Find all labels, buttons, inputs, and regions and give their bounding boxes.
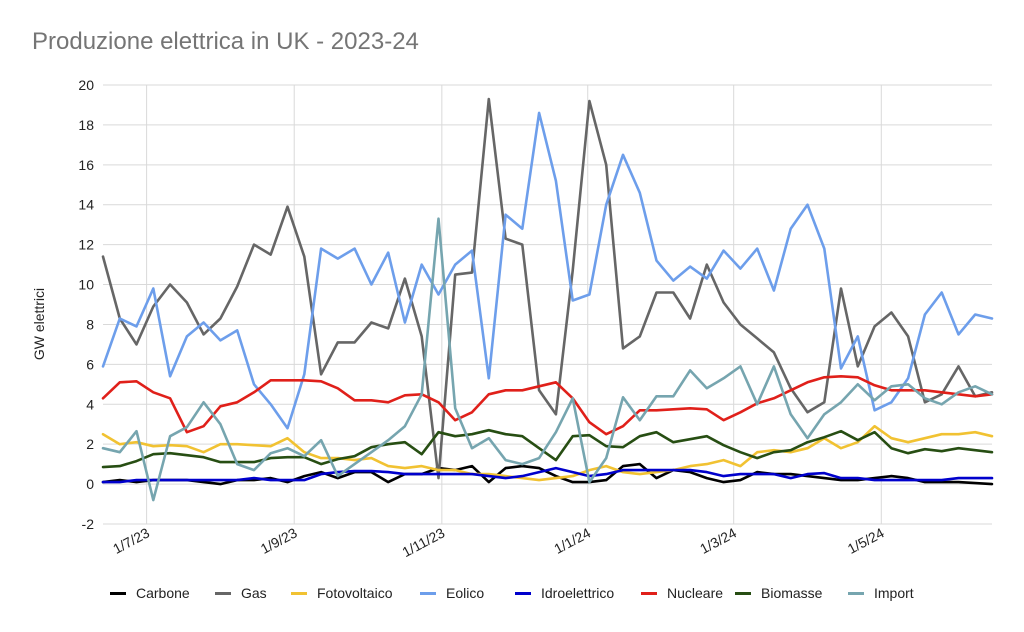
- legend-item-import: Import: [848, 582, 914, 604]
- legend-swatch: [420, 591, 436, 595]
- series-lines: [101, 97, 994, 502]
- x-tick-labels: 1/7/23 1/9/23 1/11/23 1/1/24 1/3/24 1/5/24: [110, 524, 887, 560]
- x-tick-label: 1/11/23: [399, 524, 447, 560]
- legend-swatch: [515, 591, 531, 595]
- series-line-eolico: [101, 111, 994, 430]
- legend-swatch: [641, 591, 657, 595]
- y-tick-label: 8: [86, 316, 94, 332]
- legend-swatch: [110, 591, 126, 595]
- legend-label: Fotovoltaico: [317, 585, 393, 601]
- legend-swatch: [735, 591, 751, 595]
- y-tick-label: -2: [82, 516, 95, 532]
- y-axis-label: GW elettrici: [31, 288, 47, 360]
- legend-item-nucleare: Nucleare: [641, 582, 723, 604]
- legend-item-eolico: Eolico: [420, 582, 484, 604]
- y-tick-label: 16: [78, 157, 94, 173]
- series-line-import: [101, 217, 994, 502]
- series-line-idroelettrico: [101, 466, 994, 484]
- y-tick-label: 14: [78, 197, 94, 213]
- legend-swatch: [291, 591, 307, 595]
- series-line-nucleare: [101, 374, 994, 436]
- y-tick-label: 12: [78, 237, 94, 253]
- legend-item-gas: Gas: [215, 582, 267, 604]
- legend-item-idroelettrico: Idroelettrico: [515, 582, 614, 604]
- legend-label: Idroelettrico: [541, 585, 615, 601]
- legend-label: Nucleare: [667, 585, 724, 601]
- legend-label: Carbone: [136, 585, 190, 601]
- y-tick-labels: -2 0 2 4 6 8 10 12 14 16 18 20: [78, 77, 94, 532]
- legend-swatch: [848, 591, 864, 595]
- legend-item-biomasse: Biomasse: [735, 582, 822, 604]
- x-tick-label: 1/9/23: [258, 524, 300, 557]
- legend-label: Import: [874, 585, 914, 601]
- y-tick-label: 2: [86, 436, 94, 452]
- legend-item-fotovoltaico: Fotovoltaico: [291, 582, 392, 604]
- x-tick-label: 1/7/23: [110, 524, 152, 557]
- y-tick-label: 20: [78, 77, 94, 93]
- series-line-biomasse: [101, 428, 994, 469]
- y-tick-label: 6: [86, 356, 94, 372]
- y-tick-label: 18: [78, 117, 94, 133]
- x-tick-label: 1/5/24: [845, 524, 887, 557]
- x-tick-label: 1/1/24: [551, 524, 593, 557]
- series-line-fotovoltaico: [101, 424, 994, 482]
- x-tick-label: 1/3/24: [697, 524, 739, 557]
- chart-title: Produzione elettrica in UK - 2023-24: [32, 28, 419, 55]
- legend-label: Gas: [241, 585, 267, 601]
- legend-item-carbone: Carbone: [110, 582, 190, 604]
- y-tick-label: 0: [86, 476, 94, 492]
- y-tick-label: 10: [78, 277, 94, 293]
- y-tick-label: 4: [86, 396, 94, 412]
- legend-swatch: [215, 591, 231, 595]
- series-line-gas: [101, 97, 994, 480]
- legend-label: Eolico: [446, 585, 485, 601]
- legend-label: Biomasse: [761, 585, 823, 601]
- series-line-carbone: [101, 462, 994, 486]
- chart-legend: Carbone Gas Fotovoltaico Eolico Idroelettric…: [0, 582, 1024, 604]
